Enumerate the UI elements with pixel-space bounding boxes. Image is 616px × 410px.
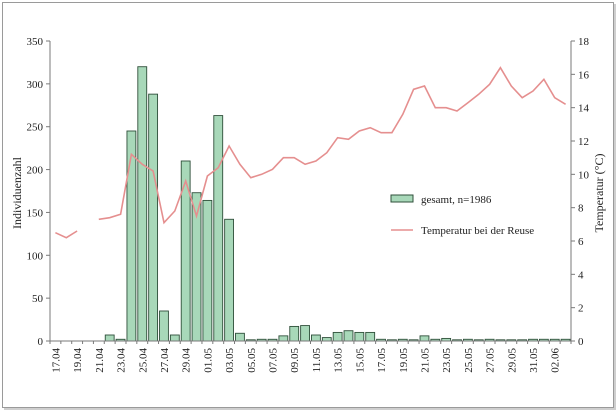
bar-28.04 <box>169 334 180 342</box>
legend-bar-swatch <box>390 194 414 203</box>
x-tick-label: 03.05 <box>224 348 236 373</box>
bar-13.05 <box>332 331 343 342</box>
x-tick-label: 02.06 <box>550 348 562 373</box>
right-tick-label: 12 <box>578 136 589 148</box>
temperature-line-segment <box>98 66 567 225</box>
bar-21.05 <box>419 335 430 342</box>
x-tick-label: 09.05 <box>289 348 301 373</box>
left-tick-label: 150 <box>27 207 44 219</box>
bar-04.05 <box>235 332 245 342</box>
bar-12.05 <box>321 337 332 342</box>
right-tick-label: 6 <box>578 236 584 248</box>
temperature-line <box>55 230 78 239</box>
right-tick-label: 4 <box>578 269 584 281</box>
right-tick-label: 0 <box>578 336 584 348</box>
chart: 0 50 100 150 200 250 300 350 0 2 4 6 8 10 12 14 16 18 17… <box>10 36 606 373</box>
x-tick-label: 25.04 <box>137 348 149 373</box>
right-tick-label: 18 <box>578 36 590 48</box>
x-tick-label: 19.04 <box>72 348 84 373</box>
x-tick-label: 23.05 <box>441 348 453 373</box>
bar-16.05 <box>365 331 376 342</box>
bar-26.04 <box>148 93 159 342</box>
x-tick-label: 13.05 <box>333 348 345 373</box>
right-tick-label: 14 <box>578 103 590 115</box>
left-axis-ticks: 0 50 100 150 200 250 300 350 <box>27 36 50 348</box>
right-axis-title: Temperatur (°C) <box>592 154 606 233</box>
left-tick-label: 50 <box>32 293 44 305</box>
x-tick-label: 07.05 <box>268 348 280 373</box>
x-axis-ticks: 17.04 19.04 21.04 23.04 25.04 27.04 29.04 01.05… <box>49 341 572 373</box>
left-axis-title: Individuenzahl <box>10 156 24 229</box>
right-tick-label: 10 <box>578 169 590 181</box>
legend: gesamt, n=1986 Temperatur bei der Reuse <box>390 194 534 237</box>
bar-series <box>104 66 571 342</box>
x-tick-label: 23.04 <box>116 348 128 373</box>
x-tick-label: 27.04 <box>159 348 171 373</box>
bar-09.05 <box>289 325 300 342</box>
bar-11.05 <box>311 334 321 342</box>
bar-14.05 <box>343 330 354 342</box>
x-tick-label: 01.05 <box>202 348 214 373</box>
left-tick-label: 200 <box>27 165 44 177</box>
x-tick-label: 25.05 <box>463 348 475 373</box>
bar-15.05 <box>354 331 365 342</box>
bar-24.04 <box>126 130 137 342</box>
left-tick-label: 350 <box>27 36 44 48</box>
legend-line-label: Temperatur bei der Reuse <box>421 225 534 237</box>
x-tick-label: 21.05 <box>419 348 431 373</box>
right-tick-label: 16 <box>578 69 590 81</box>
legend-bar-label: gesamt, n=1986 <box>421 194 492 206</box>
bar-27.04 <box>159 310 169 342</box>
x-tick-label: 29.05 <box>506 348 518 373</box>
bar-22.04 <box>104 334 115 342</box>
bar-25.04 <box>137 66 148 342</box>
x-tick-label: 21.04 <box>94 348 106 373</box>
bar-01.05 <box>202 199 213 342</box>
x-tick-label: 19.05 <box>398 348 410 373</box>
right-tick-label: 8 <box>578 203 584 215</box>
left-tick-label: 250 <box>27 122 44 134</box>
x-tick-label: 27.05 <box>485 348 497 373</box>
bar-10.05 <box>300 325 310 342</box>
left-tick-label: 300 <box>27 79 44 91</box>
right-tick-label: 2 <box>578 303 584 315</box>
x-tick-label: 31.05 <box>528 348 540 373</box>
bar-08.05 <box>278 335 289 342</box>
left-tick-label: 100 <box>27 250 44 262</box>
x-tick-label: 29.04 <box>181 348 193 373</box>
x-tick-label: 17.05 <box>376 348 388 373</box>
bar-03.05 <box>224 218 234 342</box>
bar-02.05 <box>213 115 224 342</box>
right-axis-ticks: 0 2 4 6 8 10 12 14 16 18 <box>571 36 590 348</box>
x-tick-label: 11.05 <box>311 348 323 373</box>
x-tick-label: 17.04 <box>50 348 62 373</box>
x-tick-label: 05.05 <box>246 348 258 373</box>
left-tick-label: 0 <box>38 336 44 348</box>
x-tick-label: 15.05 <box>354 348 366 373</box>
